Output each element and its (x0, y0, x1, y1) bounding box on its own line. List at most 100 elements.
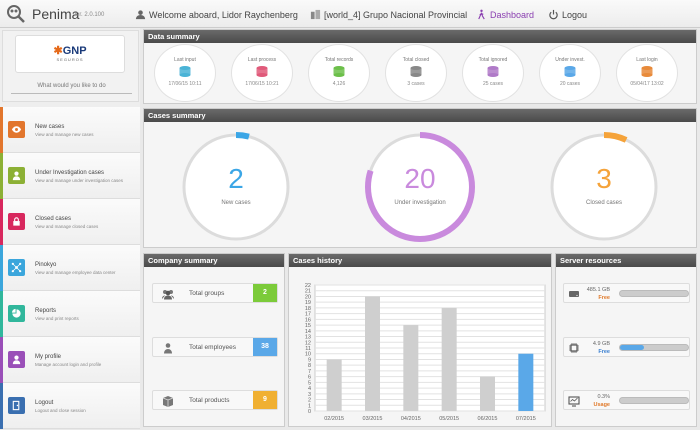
server-resources-panel: Server resources 485.1 GB Free 4.9 GB Fr… (555, 253, 697, 427)
memory-resource-row: 4.9 GB Free (563, 337, 690, 357)
total-groups-row[interactable]: Total groups 2 (152, 283, 278, 303)
sidebar-item-title: Under Investigation cases (35, 170, 105, 176)
company-logo: ✱GNP SEGUROS (15, 35, 125, 73)
organization-text: [world_4] Grupo Nacional Provincial (324, 9, 468, 20)
progress-ring (181, 132, 291, 242)
database-icon (178, 65, 192, 78)
sidebar-item-desc: View and print reports (35, 316, 79, 321)
sidebar-nav: New cases View and manage new cases Unde… (0, 107, 140, 429)
bar (441, 307, 457, 411)
y-tick-label: 16 (305, 317, 311, 323)
x-tick-label: 06/2015 (478, 416, 498, 422)
sidebar-item-desc: View and manage closed cases (35, 224, 99, 229)
y-tick-label: 0 (308, 409, 311, 415)
sidebar-item-new-cases[interactable]: New cases View and manage new cases (0, 107, 140, 153)
sidebar-item-title: My profile (35, 354, 62, 360)
logout-label: Logou (562, 9, 588, 20)
y-tick-label: 13 (305, 335, 311, 341)
y-tick-label: 21 (305, 289, 311, 295)
sidebar-item-title: Pinokyo (35, 262, 57, 268)
data-summary-item: Last input 17/06/15 10:11 (154, 44, 216, 102)
funnel-icon (255, 65, 269, 78)
sidebar-item-desc: View and manage employee data center (35, 270, 116, 275)
y-tick-label: 4 (308, 386, 311, 392)
welcome-message: Welcome aboard, Lidor Raychenberg (135, 9, 298, 20)
disk-resource-row: 485.1 GB Free (563, 283, 690, 303)
case-label: Closed cases (585, 200, 623, 206)
case-count: 2 (228, 163, 244, 194)
dashboard-link[interactable]: Dashboard (476, 9, 534, 20)
app-version: ver. 2.0.100 (73, 12, 105, 18)
company-item-value: 2 (253, 284, 277, 302)
brand-name: GNP (62, 45, 87, 57)
case-label: New cases (221, 200, 251, 206)
x-tick-label: 04/2015 (401, 416, 421, 422)
x-tick-label: 03/2015 (363, 416, 383, 422)
power-icon (549, 9, 558, 20)
penima-logo-icon (7, 5, 25, 23)
sidebar-item-title: Closed cases (35, 216, 72, 222)
total-products-row[interactable]: Total products 9 (152, 390, 278, 410)
resource-bar (619, 397, 689, 404)
resource-amount: 485.1 GB (586, 287, 610, 293)
data-summary-label: Total ignored (478, 57, 508, 63)
sidebar-item-logout[interactable]: Logout Logout and close session (0, 383, 140, 429)
box-icon (162, 396, 174, 407)
company-item-value: 9 (253, 391, 277, 409)
walking-person-icon (478, 9, 485, 20)
logout-link[interactable]: Logou (548, 9, 587, 20)
employee-icon (164, 343, 172, 354)
y-tick-label: 2 (308, 398, 311, 404)
sidebar-item-closed-cases[interactable]: Closed cases View and manage closed case… (0, 199, 140, 245)
case-summary-ring[interactable]: 20 Under investigation (358, 125, 482, 249)
y-tick-label: 19 (305, 300, 311, 306)
panel-title: Company summary (144, 254, 284, 267)
data-summary-label: Under invest. (555, 57, 585, 63)
y-tick-label: 17 (305, 312, 311, 318)
total-employees-row[interactable]: Total employees 38 (152, 337, 278, 357)
user-icon (135, 10, 146, 20)
data-summary-value: 05/04/17 13:02 (630, 81, 664, 87)
panel-title: Server resources (556, 254, 696, 267)
sidebar-item-reports[interactable]: Reports View and print reports (0, 291, 140, 337)
data-summary-label: Total records (324, 57, 354, 63)
top-bar: Penima ver. 2.0.100 Welcome aboard, Lido… (0, 0, 700, 28)
y-tick-label: 12 (305, 340, 311, 346)
case-count: 3 (596, 163, 612, 194)
resource-status: Free (598, 295, 610, 301)
sidebar-item-my-profile[interactable]: My profile Manage account login and prof… (0, 337, 140, 383)
y-tick-label: 18 (305, 306, 311, 312)
sidebar-item-title: Logout (35, 400, 54, 406)
sidebar-item-desc: Manage account login and profile (35, 362, 102, 367)
sidebar-item-desc: View and manage under investigation case… (35, 178, 123, 183)
resource-bar (619, 344, 689, 351)
bar (365, 296, 380, 411)
bar (403, 325, 419, 411)
cases-history-chart: 01234567891011121314151617181920212202/2… (305, 283, 546, 422)
investigator-icon (8, 167, 25, 184)
panel-title: Cases history (289, 254, 551, 267)
sidebar-item-under-investigation[interactable]: Under Investigation cases View and manag… (0, 153, 140, 199)
y-tick-label: 5 (308, 380, 311, 386)
y-tick-label: 6 (308, 375, 311, 381)
data-summary-label: Total closed (402, 57, 430, 63)
data-summary-panel: Data summary Last input 17/06/15 10:11 Las… (143, 29, 697, 104)
sidebar-item-pinokyo[interactable]: Pinokyo View and manage employee data ce… (0, 245, 140, 291)
organization: [world_4] Grupo Nacional Provincial (310, 9, 467, 20)
sidebar-item-desc: Logout and close session (35, 408, 86, 413)
data-summary-value: 17/06/15 10:11 (168, 81, 202, 87)
brand-subtitle: SEGUROS (56, 57, 84, 62)
case-count: 20 (404, 163, 436, 194)
x-tick-label: 05/2015 (439, 416, 459, 422)
user-icon (563, 65, 577, 78)
case-summary-ring[interactable]: 3 Closed cases (542, 125, 666, 249)
memory-chip-icon (569, 343, 579, 353)
sidebar-item-desc: View and manage new cases (35, 132, 94, 137)
resource-bar (619, 290, 689, 297)
case-summary-ring[interactable]: 2 New cases (174, 125, 298, 249)
data-summary-value: 20 cases (559, 81, 580, 87)
case-label: Under investigation (394, 200, 446, 206)
cases-history-panel: Cases history 0 1 2 3 4 5 6 7 8 9 10 11 12 13 14 15 16 17… (288, 253, 552, 427)
monitor-icon (568, 396, 580, 407)
y-tick-label: 9 (308, 357, 311, 363)
